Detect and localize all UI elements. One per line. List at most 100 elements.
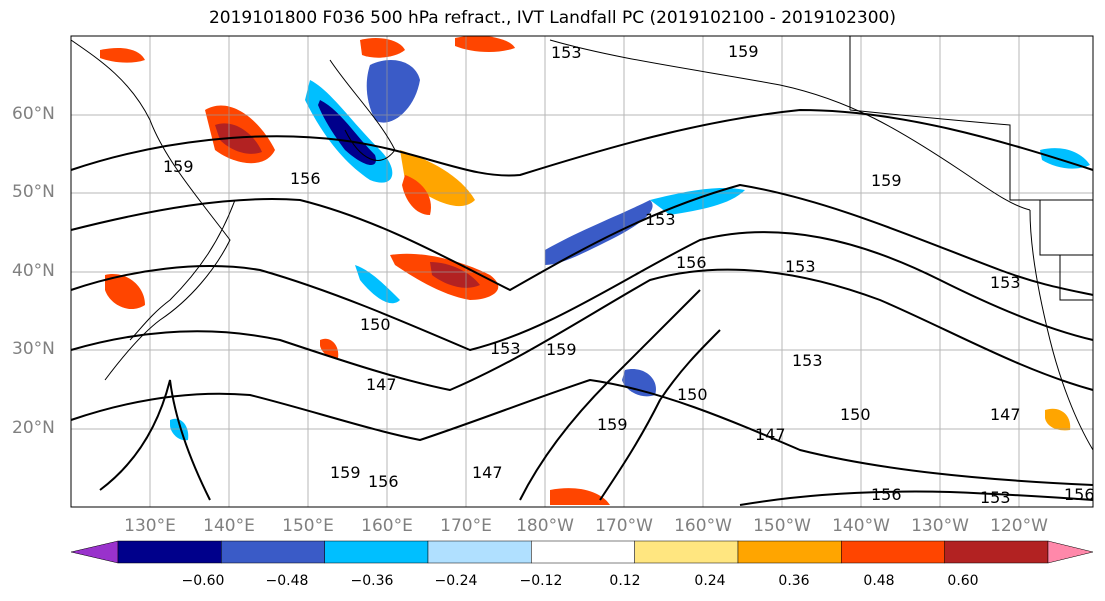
colorbar-segment	[427, 540, 532, 564]
shade-region	[545, 200, 653, 265]
contour-label: 150	[360, 315, 391, 334]
colorbar-tick-label: 0.12	[609, 573, 641, 589]
contour-label: 150	[677, 385, 708, 404]
contour-label: 153	[990, 273, 1021, 292]
shade-region	[400, 150, 475, 207]
colorbar-segments	[70, 540, 1094, 564]
shade-region	[455, 35, 515, 53]
lon-label: 130°W	[911, 516, 969, 536]
contour-label: 153	[490, 339, 521, 358]
contour-label: 153	[785, 257, 816, 276]
contour-label: 159	[597, 415, 628, 434]
lat-label: 40°N	[12, 261, 55, 281]
lat-label: 20°N	[12, 418, 55, 438]
contour-label: 147	[990, 405, 1021, 424]
shade-region	[1040, 148, 1090, 169]
colorbar-tick-label: 0.24	[694, 573, 726, 589]
shade-region	[320, 338, 339, 359]
contour-label: 159	[871, 171, 902, 190]
colorbar-tick-label: 0.48	[863, 573, 895, 589]
colorbar-segment	[221, 540, 325, 564]
lon-label: 170°W	[595, 516, 653, 536]
lon-label: 140°W	[832, 516, 890, 536]
contour-label: 147	[366, 375, 397, 394]
shade-region	[430, 262, 480, 288]
lon-label: 160°W	[674, 516, 732, 536]
lon-label: 140°E	[203, 516, 255, 536]
contour-label: 156	[368, 472, 399, 491]
colorbar-extend-low	[70, 540, 119, 564]
colorbar-segment	[531, 540, 635, 564]
shade-region	[318, 100, 376, 166]
lon-label: 170°E	[440, 516, 492, 536]
colorbar-tick-label: −0.36	[350, 573, 394, 589]
coastlines	[70, 36, 1094, 451]
colorbar-extend-high	[1047, 540, 1094, 564]
colorbar-tick-label: −0.12	[519, 573, 563, 589]
colorbar-tick-label: 0.60	[947, 573, 979, 589]
shade-region	[402, 175, 431, 215]
colorbar-tick-label: −0.24	[434, 573, 478, 589]
contour-line	[70, 231, 1094, 352]
contour-label: 156	[676, 253, 707, 272]
shade-region	[550, 488, 610, 505]
colorbar-segment	[944, 540, 1049, 564]
contour-label: 159	[546, 340, 577, 359]
us-states	[1039, 200, 1093, 301]
contour-layer	[70, 108, 1094, 506]
contour-label: 156	[290, 169, 321, 188]
contour-label: 147	[755, 425, 786, 444]
coast-japan	[129, 199, 236, 341]
contour-label: 156	[1064, 485, 1095, 504]
lon-label: 180°W	[516, 516, 574, 536]
contour-label: 159	[163, 157, 194, 176]
lon-label: 120°W	[990, 516, 1048, 536]
coast-na-west	[1029, 209, 1094, 451]
shade-region	[366, 60, 420, 123]
contour-labels: 159 153 156 159 150 147 153 159 156 153 …	[163, 42, 1095, 507]
contour-label: 159	[728, 42, 759, 61]
contour-label: 153	[980, 488, 1011, 507]
shade-region	[105, 274, 145, 310]
contour-label: 147	[472, 463, 503, 482]
contour-line	[519, 289, 701, 501]
shade-region	[360, 38, 405, 58]
canada-border	[849, 36, 1093, 201]
shade-region	[215, 123, 262, 154]
contour-line	[739, 490, 1094, 506]
colorbar-tick-label: −0.48	[265, 573, 309, 589]
coast-alaska	[549, 39, 1031, 211]
contour-label: 159	[330, 463, 361, 482]
colorbar-segment	[324, 540, 429, 564]
map-frame	[70, 35, 1094, 508]
lon-label: 150°W	[753, 516, 811, 536]
lat-label: 50°N	[12, 182, 55, 202]
contour-line	[70, 268, 1094, 392]
colorbar-tick-label: 0.36	[778, 573, 810, 589]
shade-region	[100, 48, 145, 63]
map-title: 2019101800 F036 500 hPa refract., IVT La…	[208, 8, 896, 28]
contour-line	[70, 108, 1094, 177]
colorbar-tick-label: −0.60	[181, 573, 225, 589]
contour-label: 153	[792, 351, 823, 370]
contour-line	[70, 183, 1094, 296]
contour-line	[99, 379, 211, 501]
lon-label: 130°E	[124, 516, 176, 536]
colorbar-segment	[841, 540, 945, 564]
colorbar-segment	[117, 540, 222, 564]
shade-region	[355, 265, 400, 304]
contour-label: 153	[645, 210, 676, 229]
lat-label: 60°N	[12, 104, 55, 124]
contour-label: 153	[551, 43, 582, 62]
colorbar-segment	[634, 540, 739, 564]
shade-region	[1045, 408, 1071, 431]
graticule	[71, 36, 1093, 507]
lon-label: 150°E	[282, 516, 334, 536]
lat-label: 30°N	[12, 339, 55, 359]
shade-region	[622, 369, 656, 397]
contour-line	[70, 378, 1094, 486]
coast-asia	[70, 39, 231, 381]
colorbar-segment	[737, 540, 842, 564]
